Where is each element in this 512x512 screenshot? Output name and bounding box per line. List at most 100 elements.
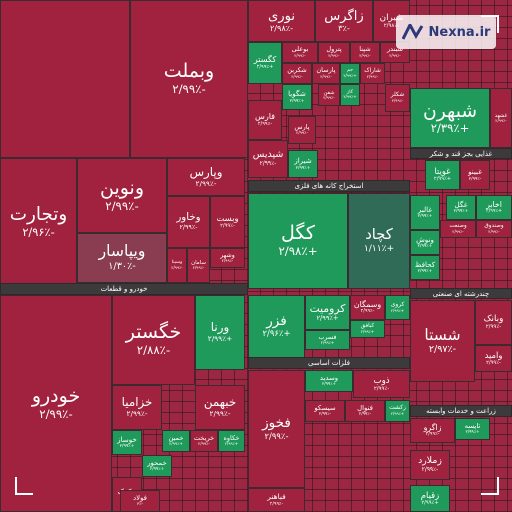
tile: وخاور -۲/۹۹٪	[167, 196, 210, 248]
tile-name: فباهنر	[267, 492, 286, 502]
tile-change: -۲/۹۸٪	[269, 22, 294, 33]
sector-label: غذایی بجز قند و شکر	[410, 148, 512, 159]
tile-change: +۲/۹۹٪	[316, 313, 339, 322]
tile: جم +۲/۹۹٪	[340, 63, 360, 84]
tile: بوعلی -۲/۹۹٪	[282, 42, 318, 63]
tile-name: پترول	[326, 45, 342, 54]
corner	[15, 477, 33, 495]
tile: ویپاسار -۱/۳۰٪	[77, 233, 167, 283]
tile: فولاد -۳٪	[120, 490, 160, 512]
tile: پارس -۲/۹۹٪	[288, 116, 316, 144]
tile: کگستر +۲/۹۹٪	[248, 42, 282, 84]
tile: خوساز +۲/۹۹٪	[112, 430, 142, 455]
tile-change: -۲/۹۹٪	[373, 385, 390, 392]
tile-change: -۲/۹۹٪	[360, 309, 375, 315]
tile: تاپسه +۲/۹۹٪	[455, 418, 490, 440]
tile-name: فولاد	[133, 493, 147, 502]
tile: زملارد -۲/۹۹٪	[410, 450, 450, 480]
tile-name: فارس	[254, 111, 276, 122]
tile-change: +۲/۹۹٪	[421, 500, 439, 507]
tile-name: شستا	[424, 325, 461, 344]
tile-change: -۲/۹۹٪	[391, 98, 404, 104]
tile-name: وصنعت	[449, 223, 467, 230]
tile-change: -۲/۹۹٪	[198, 441, 210, 447]
tile-change: +۱/۱۱٪	[363, 244, 395, 255]
tile-change: -۲/۹۹٪	[105, 198, 139, 213]
tile: کحافظ +۲/۹۹٪	[410, 255, 440, 280]
tile-name: غالبر	[417, 204, 433, 214]
tile-change: -۲/۹۹٪	[485, 324, 502, 331]
tile-change: +۲/۹۹٪	[453, 209, 469, 215]
watermark-logo	[401, 24, 423, 40]
tile-name: وشهر	[220, 252, 235, 260]
tile: وامید -۲/۹۹٪	[475, 345, 512, 372]
tile: خریخت -۲/۹۹٪	[190, 430, 218, 452]
tile-change: -۲/۹۹٪	[488, 228, 500, 234]
tile-change: -۲/۹۹٪	[172, 82, 206, 97]
corner	[481, 15, 499, 33]
tile-change: +۲/۹۹٪	[224, 441, 239, 447]
tile-change: +۲/۹۹٪	[119, 444, 135, 450]
tile-change: +۲/۹۹٪	[207, 334, 233, 344]
tile: خبهمن -۲/۹۹٪	[195, 385, 245, 430]
tile-name: پارسان	[316, 66, 336, 75]
tile: کبافق +۲/۹۹٪	[350, 320, 385, 338]
tile: وصنعت -۲/۹۹٪	[440, 220, 476, 238]
tile: خگستر -۲/۸۸٪	[112, 295, 195, 385]
tile-name: بوعلی	[291, 45, 309, 54]
tile: وبست -۲/۹۹٪	[210, 196, 245, 248]
tile-change: +۲/۹۹٪	[320, 340, 335, 346]
tile-change: -۲/۹۹٪	[468, 176, 482, 182]
tile: ورنا +۲/۹۹٪	[195, 295, 245, 370]
tile-name: کروی	[390, 300, 405, 308]
tile-name: ذوب	[373, 375, 390, 386]
tile-name: فسرب	[318, 334, 337, 342]
tile: خمحور +۲/۹۹٪	[142, 455, 172, 477]
tile: فارس -۲/۹۹٪	[248, 100, 282, 140]
tile-name: پارس	[294, 122, 310, 131]
tile-change: -۲/۹۹٪	[179, 224, 198, 232]
tile-change: -۲/۹۹٪	[171, 264, 183, 270]
tile-change: +۲/۹۹٪	[417, 269, 433, 275]
sector-label: خودرو و قطعات	[0, 283, 248, 295]
tile-change: -۲/۸۸٪	[136, 343, 171, 358]
tile-name: شگویا	[288, 89, 306, 99]
tile-name: کاز	[347, 89, 354, 95]
tile-change: -۳٪	[338, 22, 350, 33]
tile-change: -۲/۹۹٪	[452, 228, 464, 234]
tile-change: -۲/۹۹٪	[209, 409, 231, 419]
tile-change: +۲/۹۹٪	[433, 175, 452, 182]
tile-name: سیسکو	[314, 403, 336, 412]
tile: شبهرن +۲/۳۹٪	[410, 88, 490, 148]
tile: کروی +۲/۹۹٪	[385, 295, 410, 320]
tile-name: شبندر	[386, 45, 404, 54]
tile-name: وتجارت	[9, 204, 68, 226]
tile-change: +۲/۹۹٪	[149, 466, 165, 472]
tile-change: -۲/۹۹٪	[259, 161, 277, 168]
tile-change: -۲/۹۹٪	[358, 411, 372, 417]
tile-change: +۲/۹۶٪	[262, 328, 291, 339]
tile: شگویا +۲/۹۹٪	[282, 84, 312, 110]
tile-change: +۲/۹۹٪	[169, 441, 183, 447]
tile-name: کگستر	[253, 54, 277, 65]
tile-name: شاراک	[364, 66, 381, 74]
tile: شپدیس -۲/۹۹٪	[248, 140, 288, 178]
tile-name: تاپسه	[464, 421, 481, 430]
tile: وصندوق -۲/۹۹٪	[476, 220, 512, 238]
tile: شیراز +۲/۹۹٪	[288, 150, 318, 178]
tile-name: وبست	[216, 213, 239, 224]
tile-name: زملارد	[418, 455, 442, 467]
sector-label: استخراج کانه های فلزی	[248, 180, 410, 192]
watermark-text: Nexna.ir	[428, 24, 491, 40]
tile: اخابر +۲/۹۹٪	[476, 195, 512, 220]
tile: وتجارت -۲/۹۶٪	[0, 158, 77, 285]
tile-change: +۲/۹۹٪	[343, 94, 357, 100]
tile: غالبر +۲/۹۹٪	[410, 195, 440, 230]
tile: زقیام +۲/۹۹٪	[410, 485, 450, 512]
tile-name: وصندوق	[484, 223, 504, 230]
tile-name: وسدید	[319, 373, 339, 382]
tile-name: زاگرو	[423, 423, 442, 433]
tile: شاراک -۲/۹۹٪	[360, 63, 385, 84]
tile: شپنا -۲/۹۹٪	[350, 42, 380, 63]
tile: کچاد +۱/۱۱٪	[348, 193, 410, 289]
